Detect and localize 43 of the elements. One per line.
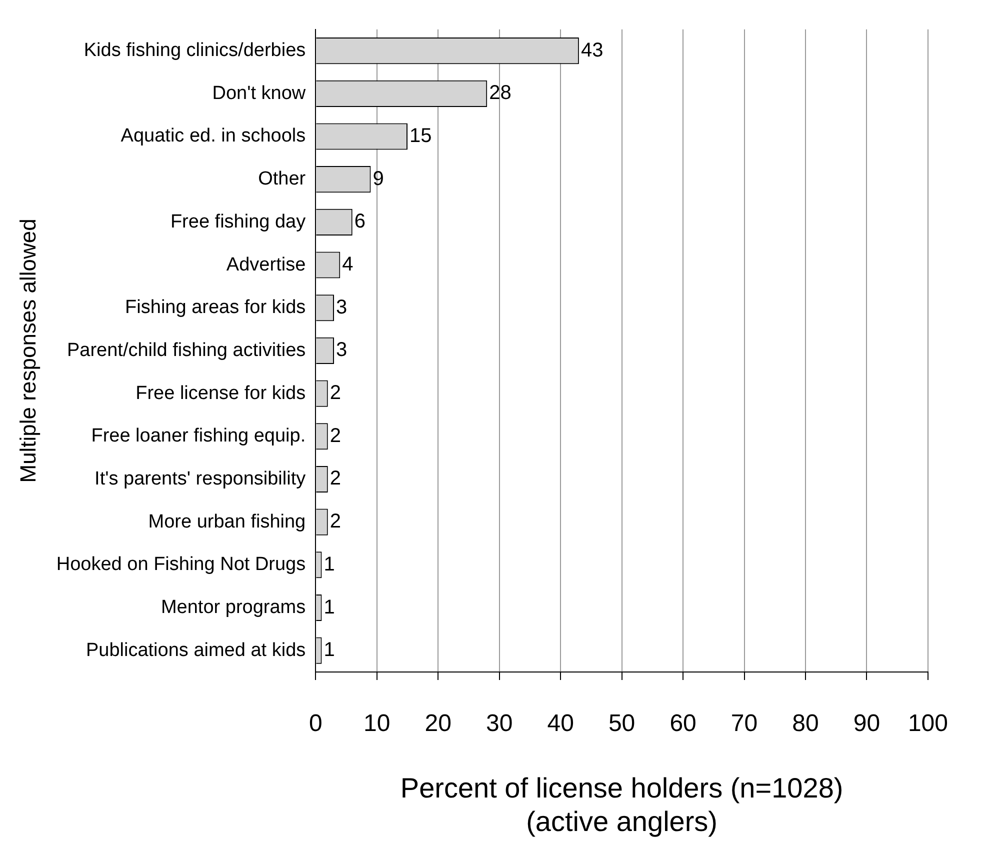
y-tick-label: Advertise <box>226 254 306 276</box>
y-tick-label: Publications aimed at kids <box>86 640 306 661</box>
data-label: 2 <box>330 382 342 404</box>
y-tick-label: Parent/child fishing activities <box>66 340 306 361</box>
y-tick-label: Fishing areas for kids <box>125 297 306 318</box>
data-label: 2 <box>330 468 342 490</box>
y-tick-label: Don't know <box>212 82 306 104</box>
x-axis-title: Percent of license holders (n=1028) (active anglers) <box>400 772 844 837</box>
data-label: 9 <box>372 168 384 190</box>
data-label: 1 <box>324 553 335 576</box>
x-tick-label: 30 <box>486 710 513 738</box>
y-axis-title: Multiple responses allowed <box>15 218 40 483</box>
data-label: 1 <box>324 596 335 618</box>
y-tick-label: Mentor programs <box>160 596 306 618</box>
y-tick-label: Free license for kids <box>136 382 306 404</box>
x-tick-label: 20 <box>424 710 452 738</box>
y-tick-label: Free loaner fishing equip. <box>91 426 306 447</box>
x-tick-label: 60 <box>670 710 696 738</box>
data-label: 28 <box>489 82 512 104</box>
data-label: 1 <box>324 639 335 662</box>
y-tick-label: Other <box>258 168 306 190</box>
data-label: 15 <box>409 125 432 148</box>
data-label: 4 <box>342 254 354 276</box>
data-label: 3 <box>336 296 348 318</box>
data-label: 43 <box>580 39 604 62</box>
data-label: 2 <box>330 424 342 447</box>
x-tick-label: 50 <box>608 710 636 738</box>
y-tick-label: Aquatic ed. in schools <box>120 126 306 147</box>
x-tick-label: 10 <box>364 710 390 738</box>
x-tick-label: 100 <box>908 710 948 738</box>
y-tick-label: Hooked on Fishing Not Drugs <box>56 554 306 576</box>
y-tick-label: It's parents' responsibility <box>94 468 306 490</box>
x-tick-label: 40 <box>547 710 574 738</box>
y-tick-label: Kids fishing clinics/derbies <box>84 40 306 62</box>
y-tick-label: Free fishing day <box>170 211 306 232</box>
x-tick-label: 0 <box>308 710 322 738</box>
data-label: 6 <box>354 210 366 233</box>
data-label: 3 <box>336 339 348 362</box>
x-tick-label: 70 <box>730 710 758 738</box>
x-tick-label: 80 <box>792 710 819 738</box>
data-label: 2 <box>330 510 342 533</box>
y-tick-label: More urban fishing <box>148 511 306 532</box>
x-tick-label: 90 <box>853 710 880 738</box>
